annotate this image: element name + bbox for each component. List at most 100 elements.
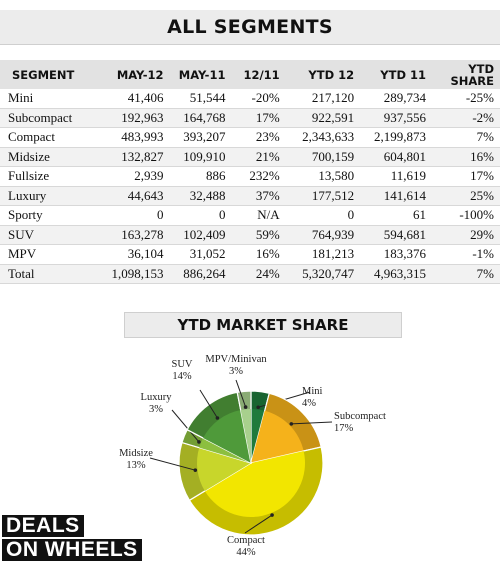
table-cell: Sporty — [0, 205, 102, 226]
table-cell: 29% — [432, 225, 500, 245]
slice-name-label: Luxury — [141, 392, 173, 403]
leader-line — [149, 457, 196, 471]
table-cell: 2,199,873 — [360, 127, 432, 148]
table-cell: -1% — [432, 244, 500, 265]
table-cell: 937,556 — [360, 108, 432, 128]
logo-line-1: DEALS — [2, 515, 84, 537]
table-row: Fullsize 2,939 886 232% 13,580 11,619 17% — [0, 166, 500, 187]
pie-slice-compact — [188, 446, 324, 536]
leader-dot — [289, 422, 294, 426]
column-header-ytd-11: YTD 11 — [360, 60, 432, 89]
table-cell: Luxury — [0, 186, 102, 206]
table-title-bar: ALL SEGMENTS — [0, 10, 500, 45]
slice-name-label: Mini — [302, 386, 323, 397]
slice-value-label: 3% — [229, 366, 243, 377]
table-cell: 886,264 — [169, 264, 232, 284]
table-cell: 59% — [231, 225, 286, 245]
table-cell: -100% — [432, 205, 500, 226]
column-header-may-12: MAY-12 — [102, 60, 170, 89]
table-cell: 181,213 — [285, 244, 361, 265]
table-cell: 17% — [432, 166, 500, 187]
leader-line — [244, 514, 273, 534]
leader-line — [199, 389, 218, 419]
chart-title-bar: YTD MARKET SHARE — [124, 312, 402, 338]
table-cell: 0 — [169, 205, 232, 226]
leader-line — [291, 421, 333, 425]
slice-value-label: 13% — [126, 460, 146, 471]
table-row: Compact 483,993 393,207 23% 2,343,633 2,199,8… — [0, 127, 500, 148]
table-cell: 11,619 — [360, 166, 432, 187]
leader-dot — [270, 513, 274, 517]
table-cell: 232% — [231, 166, 286, 187]
table-cell: 5,320,747 — [285, 264, 361, 284]
table-cell: 37% — [231, 186, 286, 206]
table-cell: -2% — [432, 108, 500, 128]
pie-slice-suv — [186, 391, 252, 465]
slice-value-label: 3% — [149, 404, 163, 415]
table-cell: 41,406 — [102, 89, 170, 109]
table-cell: 163,278 — [102, 225, 170, 245]
table-row: Luxury 44,643 32,488 37% 177,512 141,614 25% — [0, 186, 500, 206]
slice-value-label: 4% — [302, 398, 316, 409]
table-cell: Mini — [0, 89, 102, 109]
table-cell: 0 — [102, 205, 170, 226]
table-row: Total 1,098,153 886,264 24% 5,320,747 4,963,3… — [0, 264, 500, 284]
table-cell: 700,159 — [285, 147, 361, 167]
pie-slice-subcompact — [250, 392, 322, 464]
table-cell: 177,512 — [285, 186, 361, 206]
table-cell: 16% — [231, 244, 286, 265]
slice-value-label: 14% — [172, 371, 192, 382]
table-cell: 289,734 — [360, 89, 432, 109]
pie-slice-mpv-minivan — [236, 390, 252, 464]
table-cell: 16% — [432, 147, 500, 167]
column-header-may-11: MAY-11 — [169, 60, 232, 89]
table-cell: 922,591 — [285, 108, 361, 128]
table-cell: 2,939 — [102, 166, 170, 187]
column-header-12-11: 12/11 — [231, 60, 286, 89]
table-cell: SUV — [0, 225, 102, 245]
table-cell: Fullsize — [0, 166, 102, 187]
table-header-row: SEGMENT MAY-12 MAY-11 12/11 YTD 12 YTD 11 YTD S… — [0, 60, 500, 89]
table-cell: 2,343,633 — [285, 127, 361, 148]
table-cell: -20% — [231, 89, 286, 109]
table-cell: 141,614 — [360, 186, 432, 206]
table-row: SUV 163,278 102,409 59% 764,939 594,681 29% — [0, 225, 500, 245]
table-cell: Total — [0, 264, 102, 284]
deals-on-wheels-logo: DEALS ON WHEELS — [2, 515, 172, 563]
table-cell: 25% — [432, 186, 500, 206]
table-cell: Subcompact — [0, 108, 102, 128]
slice-value-label: 44% — [236, 547, 256, 558]
table-cell: 4,963,315 — [360, 264, 432, 284]
table-cell: 102,409 — [169, 225, 232, 245]
table-cell: 61 — [360, 205, 432, 226]
table-cell: 594,681 — [360, 225, 432, 245]
table-cell: 32,488 — [169, 186, 232, 206]
slice-name-label: Compact — [227, 535, 265, 546]
column-header-ytd-12: YTD 12 — [285, 60, 361, 89]
table-cell: N/A — [231, 205, 286, 226]
table-title: ALL SEGMENTS — [167, 16, 333, 38]
table-cell: MPV — [0, 244, 102, 265]
slice-value-label: 17% — [334, 423, 354, 434]
table-cell: 1,098,153 — [102, 264, 170, 284]
table-cell: -25% — [432, 89, 500, 109]
leader-dot — [197, 440, 201, 444]
table-row: MPV 36,104 31,052 16% 181,213 183,376 -1% — [0, 244, 500, 265]
table-cell: 51,544 — [169, 89, 232, 109]
pie-slice-midsize — [178, 441, 253, 502]
table-cell: 217,120 — [285, 89, 361, 109]
slice-name-label: Subcompact — [334, 411, 386, 422]
table-cell: 23% — [231, 127, 286, 148]
table-cell: 36,104 — [102, 244, 170, 265]
table-cell: 183,376 — [360, 244, 432, 265]
table-cell: 7% — [432, 264, 500, 284]
table-cell: 164,768 — [169, 108, 232, 128]
table-cell: 192,963 — [102, 108, 170, 128]
table-body: Mini 41,406 51,544 -20% 217,120 289,734 -25% Su… — [0, 89, 500, 284]
chart-title: YTD MARKET SHARE — [177, 316, 349, 334]
table-cell: 17% — [231, 108, 286, 128]
table-cell: 13,580 — [285, 166, 361, 187]
table-cell: 0 — [285, 205, 361, 226]
leader-line — [235, 379, 247, 408]
table-cell: 764,939 — [285, 225, 361, 245]
